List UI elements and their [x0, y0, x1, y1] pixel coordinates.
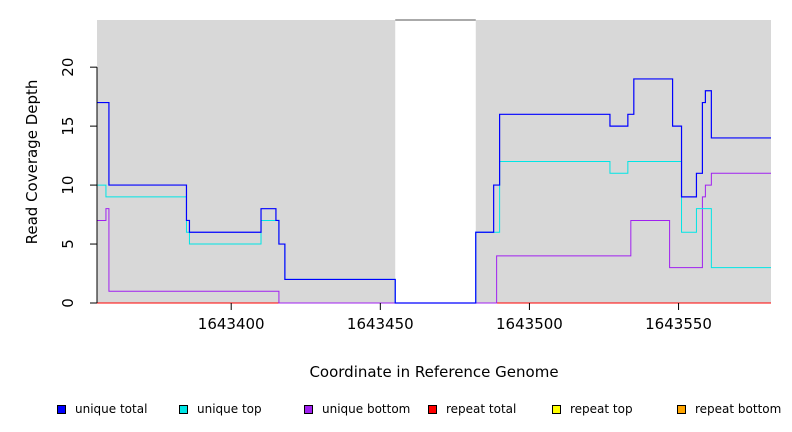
y-tick-label: 0	[59, 298, 77, 308]
y-tick-label: 15	[59, 117, 77, 136]
legend-item-repeat-total: repeat total	[428, 400, 516, 418]
legend: unique total unique top unique bottom repea…	[0, 400, 792, 420]
legend-label: unique bottom	[322, 402, 411, 416]
legend-swatch	[304, 404, 313, 414]
legend-item-unique-total: unique total	[57, 400, 147, 418]
legend-label: unique top	[197, 402, 262, 416]
x-tick-label: 1643550	[645, 315, 712, 333]
series-line-unique-bottom	[97, 172, 771, 304]
x-axis-title: Coordinate in Reference Genome	[309, 363, 558, 381]
y-axis: 0 5 10 15 20	[59, 58, 98, 308]
legend-label: repeat bottom	[695, 402, 782, 416]
x-tick-label: 1643400	[198, 315, 265, 333]
y-tick-label: 20	[59, 58, 77, 77]
legend-item-unique-bottom: unique bottom	[304, 400, 410, 418]
y-tick-label: 10	[59, 176, 77, 195]
legend-swatch	[57, 404, 66, 414]
legend-swatch	[552, 404, 561, 414]
x-tick-label: 1643450	[347, 315, 414, 333]
legend-swatch	[677, 404, 686, 414]
y-axis-title: Read Coverage Depth	[23, 80, 41, 245]
legend-swatch	[428, 404, 437, 414]
y-tick-label: 5	[59, 239, 77, 249]
legend-swatch	[179, 404, 188, 414]
legend-label: repeat total	[446, 402, 517, 416]
x-axis: 1643400 1643450 1643500 1643550	[198, 303, 712, 333]
series-line-unique-total	[97, 78, 771, 304]
x-tick-label: 1643500	[496, 315, 563, 333]
gap-region	[395, 20, 476, 303]
legend-item-repeat-top: repeat top	[552, 400, 633, 418]
plot-area	[97, 19, 771, 304]
legend-label: unique total	[75, 402, 148, 416]
legend-label: repeat top	[570, 402, 633, 416]
legend-item-repeat-bottom: repeat bottom	[677, 400, 781, 418]
legend-item-unique-top: unique top	[179, 400, 262, 418]
